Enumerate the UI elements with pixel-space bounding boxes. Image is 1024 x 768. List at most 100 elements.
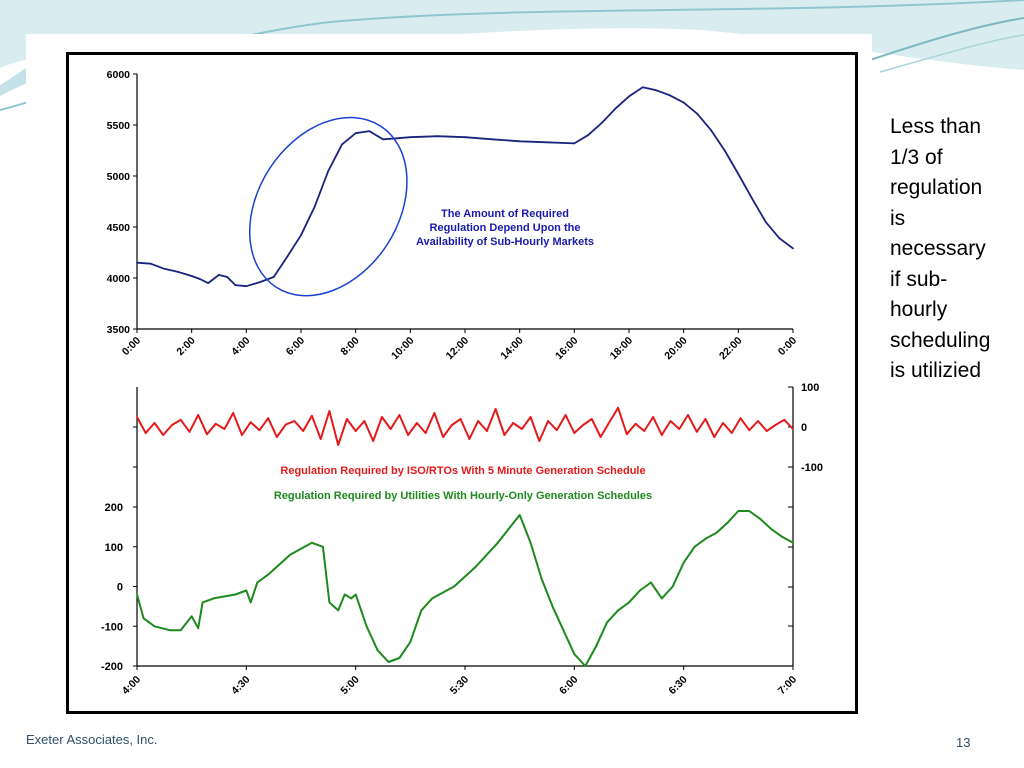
x-tick-label: 18:00 [608,335,636,363]
red-data-point [739,417,742,420]
red-data-point [249,421,252,424]
green-data-point [234,593,237,596]
red-data-point [564,414,567,416]
green-data-point [420,609,423,612]
green-data-point [350,597,353,600]
green-data-point [387,661,390,663]
green-data-point [136,593,138,596]
y-tick-label: 4500 [107,222,131,234]
red-data-point [416,422,418,424]
red-data-point [302,430,305,432]
y-tick-label-left: -200 [101,661,123,673]
red-data-point [503,434,506,436]
green-data-point [337,609,340,612]
red-data-point [293,420,296,422]
red-data-point [529,416,532,418]
top-data-point [628,95,630,98]
top-data-point [587,134,589,137]
top-data-point [226,276,229,278]
side-note-line: scheduling [890,328,991,352]
side-note: Less than 1/3 of regulation is necessary if s… [890,112,1018,387]
top-data-point [382,138,384,141]
red-data-point [451,424,453,426]
red-data-point [144,432,147,434]
top-data-point [737,173,740,175]
side-note-line: hourly [890,298,948,321]
x-tick-label: 5:00 [338,674,361,697]
red-data-point [722,422,724,424]
green-data-point [726,522,729,524]
green-data-point [660,597,663,600]
top-data-point [234,284,237,286]
red-data-point [232,412,235,414]
y-tick-label: 5500 [107,120,131,132]
x-tick-label: 4:00 [229,335,252,358]
top-data-point [395,137,398,140]
green-data-point [595,645,598,647]
top-data-point [464,136,466,139]
top-data-point [491,138,494,141]
red-data-point [652,416,654,418]
top-data-point [518,140,521,143]
green-data-point [409,641,412,643]
red-data-point [582,424,584,426]
side-note-line: if sub- [890,267,948,291]
top-chart: 3500 4000 4500 5000 5500 6000 0:00 2:00 4:00 6:00… [107,69,800,362]
top-data-point [199,278,201,280]
top-data-point [614,107,617,110]
top-data-point [207,282,210,284]
top-data-point [600,122,603,124]
top-data-point [655,89,658,92]
top-data-point [327,170,330,172]
red-data-point [407,434,409,436]
top-data-point [546,141,548,144]
green-data-point [343,593,346,596]
red-data-point [188,430,191,433]
x-tick-label: 5:30 [448,674,471,697]
y-tick-label-right: 100 [801,382,819,394]
green-data-point [682,561,685,564]
top-data-point [354,132,357,135]
green-data-point [249,601,252,604]
x-tick-label: 16:00 [553,335,581,363]
red-data-point [573,432,576,434]
red-data-point [494,408,497,410]
red-data-point [337,444,340,446]
header-wave-line-2 [869,17,1024,61]
red-series-line [136,406,794,446]
x-tick-label: 6:00 [284,335,307,358]
green-data-point [650,581,652,584]
green-data-point [704,537,707,540]
red-data-point [538,440,541,442]
x-tick-label: 4:30 [229,674,252,697]
red-data-point [521,428,523,430]
top-data-point [641,86,644,89]
red-data-point [346,418,348,420]
green-data-point [256,581,259,584]
green-data-point [289,553,291,556]
top-data-point [300,234,302,237]
red-data-point [363,420,366,422]
top-data-point [368,130,371,133]
green-data-point [431,597,434,600]
y-tick-label: 5000 [107,171,131,183]
top-data-point [778,237,781,240]
red-data-point [792,428,794,430]
green-data-point [562,629,565,632]
top-data-point [272,276,275,278]
green-data-point [376,649,379,651]
red-data-point [617,406,619,409]
top-data-point [751,197,753,200]
y-tick-label-left: -100 [101,621,123,633]
y-tick-label-left: 0 [117,582,123,594]
green-data-point [759,518,762,520]
x-tick-label: 22:00 [717,335,745,363]
red-data-point [424,432,427,434]
green-series-line [136,510,794,667]
top-data-point [286,255,289,258]
green-data-point [398,657,401,659]
top-data-point [682,101,685,104]
red-data-point [459,418,462,420]
red-data-point [643,430,646,432]
side-note-line: necessary [890,237,986,260]
